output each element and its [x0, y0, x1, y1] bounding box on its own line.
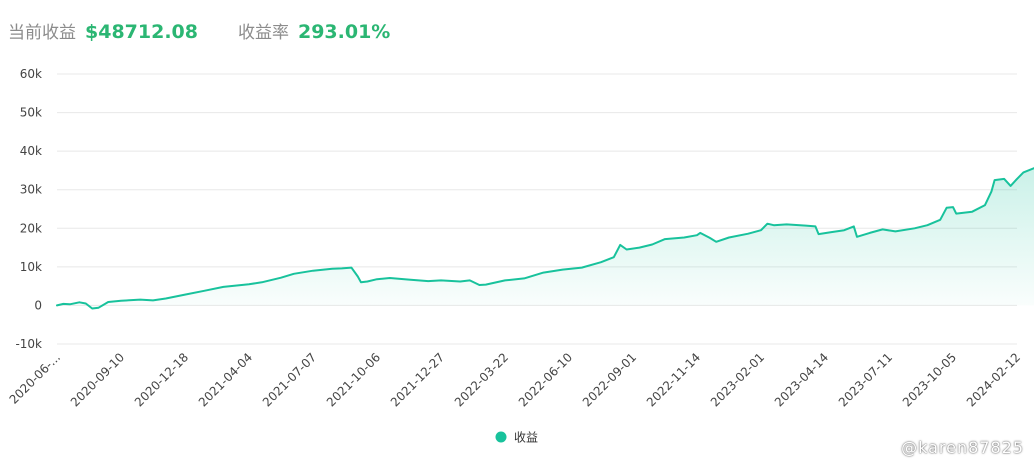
y-tick-label: 40k	[20, 144, 42, 158]
return-rate-value: 293.01%	[297, 21, 391, 43]
y-tick-label: 50k	[20, 106, 42, 120]
y-tick-label: 0	[34, 298, 42, 312]
y-tick-label: -10k	[15, 337, 42, 351]
legend-marker	[495, 431, 507, 443]
legend-label: 收益	[514, 431, 538, 445]
series-area	[57, 168, 1034, 309]
x-tick-label: 2023-04-14	[772, 350, 831, 409]
legend[interactable]: 收益	[495, 431, 539, 445]
current-earnings-label: 当前收益	[8, 23, 76, 43]
series-layer	[56, 167, 1034, 310]
x-tick-label: 2023-02-01	[708, 350, 767, 409]
y-tick-label: 20k	[20, 221, 42, 235]
x-axis: 2020-06-... 2020-09-10 2020-12-18 2021-04-0…	[7, 350, 1024, 409]
x-tick-label: 2022-11-14	[644, 350, 703, 409]
x-tick-label: 2022-03-22	[452, 350, 511, 409]
series-line	[56, 167, 1034, 310]
y-axis: -10k 0 10k 20k 30k 40k 50k 60k	[15, 67, 42, 351]
watermark-text: @karen87825	[901, 438, 1024, 457]
x-tick-label: 2022-09-01	[580, 350, 639, 409]
current-earnings-value: $48712.08	[85, 21, 198, 43]
x-tick-label: 2023-07-11	[836, 350, 895, 409]
y-tick-label: 60k	[20, 67, 42, 81]
x-tick-label: 2021-04-04	[196, 350, 255, 409]
x-tick-label: 2021-10-06	[324, 350, 383, 409]
summary-bar: 当前收益 $48712.08 收益率 293.01%	[8, 18, 390, 48]
y-tick-label: 30k	[20, 183, 42, 197]
x-tick-label: 2020-09-10	[68, 350, 127, 409]
x-tick-label: 2021-07-07	[260, 350, 319, 409]
x-tick-label: 2020-12-18	[132, 350, 191, 409]
x-tick-label: 2021-12-27	[388, 350, 447, 409]
return-rate-label: 收益率	[237, 23, 289, 43]
grid-lines	[57, 73, 1017, 345]
x-tick-label: 2020-06-...	[7, 350, 64, 407]
y-tick-label: 10k	[20, 260, 42, 274]
x-tick-label: 2023-10-05	[900, 350, 959, 409]
x-tick-label: 2022-06-10	[516, 350, 575, 409]
x-tick-label: 2024-02-12	[964, 350, 1023, 409]
